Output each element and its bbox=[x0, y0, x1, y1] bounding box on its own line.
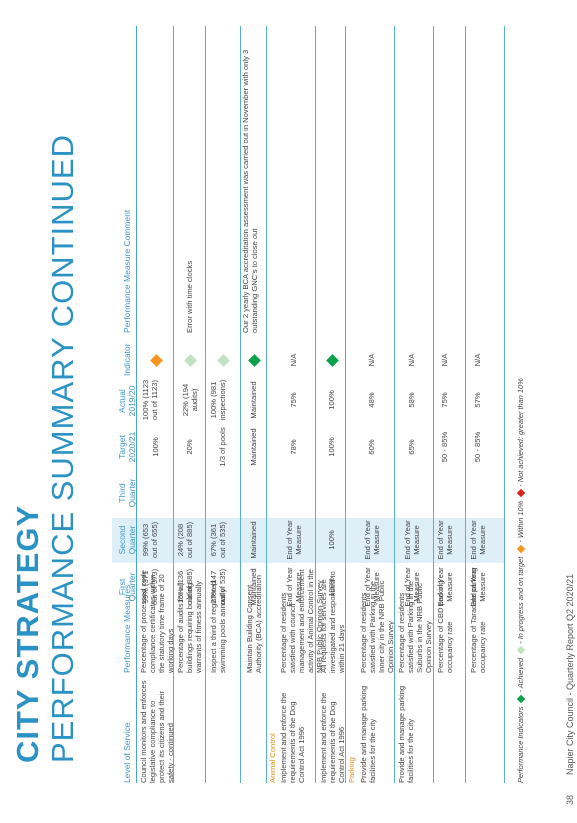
row-6-target: 100% bbox=[327, 437, 336, 457]
row-divider bbox=[266, 26, 267, 783]
row-2-second: 24% (208 out of 885) bbox=[176, 521, 194, 559]
row-8-first: End of Year Measure bbox=[403, 567, 421, 607]
row-8-level: Provide and manage parking facilities fo… bbox=[397, 685, 415, 783]
row-2-target: 20% bbox=[185, 439, 194, 455]
row-divider bbox=[205, 26, 206, 783]
row-10-actual: 57% bbox=[473, 392, 482, 408]
row-5-actual: 75% bbox=[289, 392, 298, 408]
header-comment: Performance Measure Comment bbox=[122, 209, 132, 333]
row-9-indicator: N/A bbox=[440, 353, 449, 367]
header-divider bbox=[136, 26, 137, 783]
row-3-target: 1/3 of pools bbox=[218, 427, 227, 467]
row-3-actual: 100% (981 inspections) bbox=[209, 379, 227, 421]
row-9-actual: 75% bbox=[440, 392, 449, 408]
legend-within: - Within 10% bbox=[516, 500, 525, 543]
row-7-target: 60% bbox=[367, 439, 376, 455]
legend-not-achieved-icon bbox=[516, 488, 526, 497]
row-1-first: 99% (371 out of 373) bbox=[141, 568, 159, 606]
header-second-quarter: Second Quarter bbox=[117, 525, 137, 555]
row-7-first: End of Year Measure bbox=[363, 567, 381, 607]
indicator-achieved-icon bbox=[326, 354, 339, 367]
row-8-second: End of Year Measure bbox=[403, 520, 421, 560]
row-4-second: Maintained bbox=[249, 521, 258, 559]
row-10-target: 50 - 85% bbox=[473, 431, 482, 463]
row-9-second: End of Year Measure bbox=[436, 520, 454, 560]
row-6-first: 100% bbox=[327, 577, 336, 597]
row-10-indicator: N/A bbox=[473, 353, 482, 367]
row-2-actual: 22% (194 audits) bbox=[181, 383, 199, 417]
header-first-quarter: First Quarter bbox=[117, 572, 137, 602]
indicator-achieved-icon bbox=[248, 354, 261, 367]
row-9-first: End of Year Measure bbox=[436, 567, 454, 607]
row-7-actual: 48% bbox=[367, 392, 376, 408]
page-subtitle: PERFORMANCE SUMMARY CONTINUED bbox=[45, 134, 80, 763]
row-5-indicator: N/A bbox=[289, 353, 298, 367]
table-bottom-line bbox=[504, 26, 505, 783]
row-1-level: Council monitors and enforces legislativ… bbox=[139, 680, 175, 783]
page-title: CITY STRATEGY bbox=[10, 504, 45, 763]
page-number: 38 bbox=[565, 794, 575, 805]
row-5-target: 78% bbox=[289, 439, 298, 455]
row-8-indicator: N/A bbox=[407, 353, 416, 367]
row-5-second: End of Year Measure bbox=[285, 520, 303, 560]
row-4-target: Maintained bbox=[249, 428, 258, 466]
row-1-actual: 100% (1123 out of 1123) bbox=[141, 379, 159, 421]
legend-achieved-icon bbox=[516, 694, 526, 703]
row-divider bbox=[315, 26, 316, 783]
row-7-indicator: N/A bbox=[367, 353, 376, 367]
legend-achieved: - Achieved bbox=[516, 657, 525, 693]
row-6-second: 100% bbox=[327, 530, 336, 550]
row-5-first: End of Year Measure bbox=[285, 567, 303, 607]
indicator-in-progress-icon bbox=[150, 354, 163, 367]
row-divider bbox=[173, 26, 174, 783]
row-7-level: Provide and manage parking facilities fo… bbox=[359, 685, 377, 783]
row-1-target: 100% bbox=[151, 437, 160, 457]
footer-text: Napier City Council - Quarterly Report Q… bbox=[565, 573, 575, 775]
legend-within-icon bbox=[516, 544, 526, 553]
row-4-first: Maintained bbox=[249, 568, 258, 606]
row-4-actual: Maintained bbox=[249, 381, 258, 419]
row-3-first: 27% (147 out of 535) bbox=[209, 568, 227, 606]
category-parking: Parking bbox=[347, 757, 356, 783]
indicator-within-10-icon bbox=[217, 354, 230, 367]
legend-not-achieved: - Not achieved: greater than 10% bbox=[516, 378, 525, 487]
row-divider bbox=[394, 26, 395, 783]
row-10-first: End of Year Measure bbox=[469, 567, 487, 607]
legend-prefix: Performance Indicators bbox=[516, 706, 525, 783]
header-level-of-service: Level of Service bbox=[122, 722, 132, 783]
row-9-target: 50 - 85% bbox=[440, 431, 449, 463]
indicator-within-10-icon bbox=[184, 354, 197, 367]
row-4-comment: Our 2 yearly BCA accreditation assessmen… bbox=[241, 49, 259, 333]
row-divider bbox=[345, 26, 346, 783]
row-2-comment: Error with time clocks bbox=[185, 260, 194, 333]
header-indicator: Indicator bbox=[122, 343, 132, 376]
row-divider bbox=[465, 26, 466, 783]
row-2-first: 15% (136 out of 885) bbox=[176, 568, 194, 606]
row-6-level: Implement and enforce the requirements o… bbox=[319, 692, 346, 783]
row-divider bbox=[433, 26, 434, 783]
row-5-level: Implement and enforce the requirements o… bbox=[279, 692, 306, 783]
row-6-actual: 100% bbox=[327, 390, 336, 410]
row-8-target: 65% bbox=[407, 439, 416, 455]
header-target: Target 2020/21 bbox=[117, 431, 137, 463]
legend: Performance Indicators - Achieved - In p… bbox=[516, 378, 526, 783]
header-third-quarter: Third Quarter bbox=[117, 478, 137, 508]
category-animal-control: Animal Control bbox=[268, 733, 277, 783]
row-8-actual: 58% bbox=[407, 392, 416, 408]
row-10-second: End of Year Measure bbox=[469, 520, 487, 560]
row-7-second: End of Year Measure bbox=[363, 520, 381, 560]
row-1-second: 99% (653 out of 655) bbox=[141, 521, 159, 559]
row-3-second: 67% (361 out of 535) bbox=[209, 521, 227, 559]
header-actual: Actual 2019/20 bbox=[117, 385, 137, 417]
legend-in-progress: - In progress and on target bbox=[516, 556, 525, 644]
legend-in-progress-icon bbox=[516, 645, 526, 655]
